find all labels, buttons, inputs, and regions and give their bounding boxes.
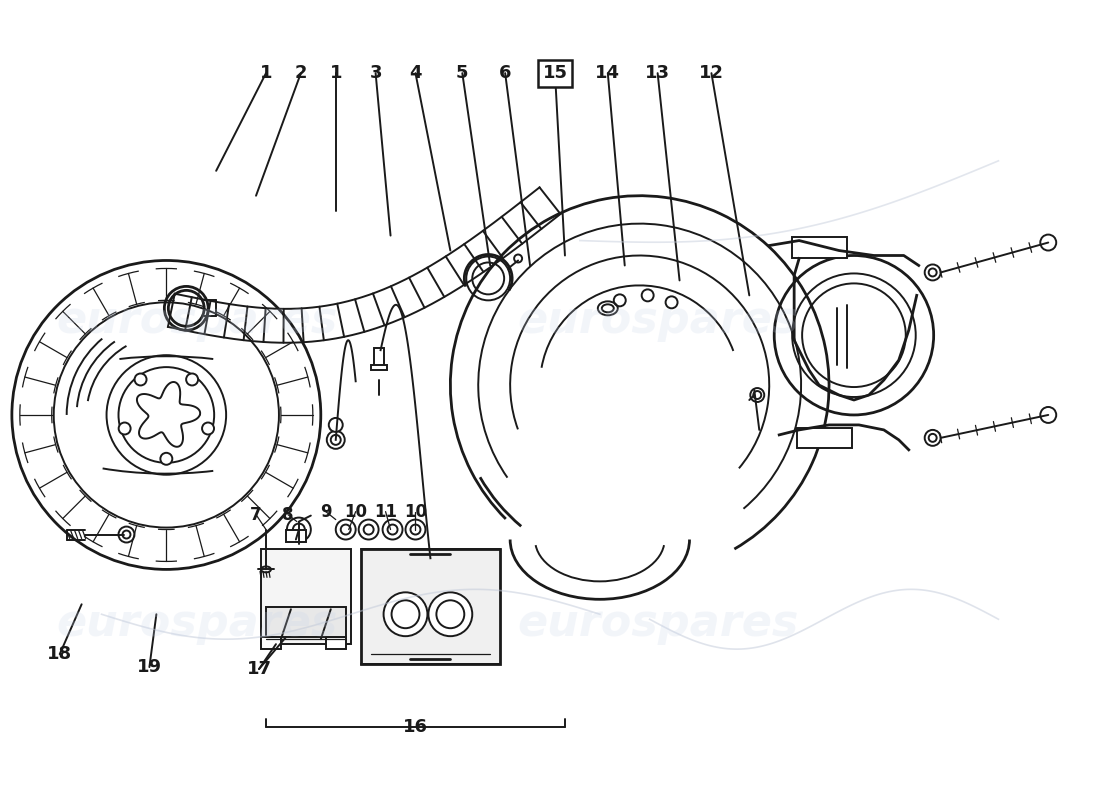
Ellipse shape [437,600,464,628]
Ellipse shape [119,422,131,434]
Text: 6: 6 [499,64,512,82]
Bar [286,530,306,542]
Ellipse shape [161,453,173,465]
Ellipse shape [925,265,940,281]
Text: eurospares: eurospares [517,298,799,342]
Text: 14: 14 [595,64,620,82]
Text: 13: 13 [645,64,670,82]
Text: 4: 4 [409,64,421,82]
Ellipse shape [384,592,428,636]
Ellipse shape [614,294,626,306]
Text: 7: 7 [250,506,262,524]
Text: 19: 19 [136,658,162,676]
Text: 11: 11 [374,502,397,521]
Text: eurospares: eurospares [57,602,338,645]
Text: eurospares: eurospares [57,298,338,342]
Bar [261,637,280,649]
Text: 12: 12 [698,64,724,82]
Text: 2: 2 [295,64,307,82]
Text: 5: 5 [456,64,469,82]
Bar [361,550,500,664]
Bar [266,607,345,637]
Text: 10: 10 [404,502,427,521]
Ellipse shape [928,269,937,277]
Bar [798,428,851,448]
Text: 16: 16 [403,718,428,736]
Bar [371,365,386,370]
Text: 1: 1 [260,64,272,82]
Ellipse shape [641,290,653,302]
Ellipse shape [666,296,678,308]
Ellipse shape [186,374,198,386]
Text: eurospares: eurospares [517,602,799,645]
Text: 9: 9 [320,502,331,521]
Bar [326,637,345,649]
Ellipse shape [134,374,146,386]
Bar [792,237,847,258]
Ellipse shape [202,422,215,434]
Text: 17: 17 [246,660,272,678]
Ellipse shape [392,600,419,628]
Ellipse shape [329,418,343,432]
Text: 1: 1 [330,64,342,82]
Bar [374,348,384,368]
Text: 15: 15 [542,64,568,82]
Bar [261,550,351,644]
Text: 8: 8 [283,506,294,524]
Ellipse shape [928,434,937,442]
Ellipse shape [925,430,940,446]
Text: 10: 10 [344,502,367,521]
Text: 3: 3 [370,64,382,82]
Text: 18: 18 [47,645,73,663]
Ellipse shape [428,592,472,636]
